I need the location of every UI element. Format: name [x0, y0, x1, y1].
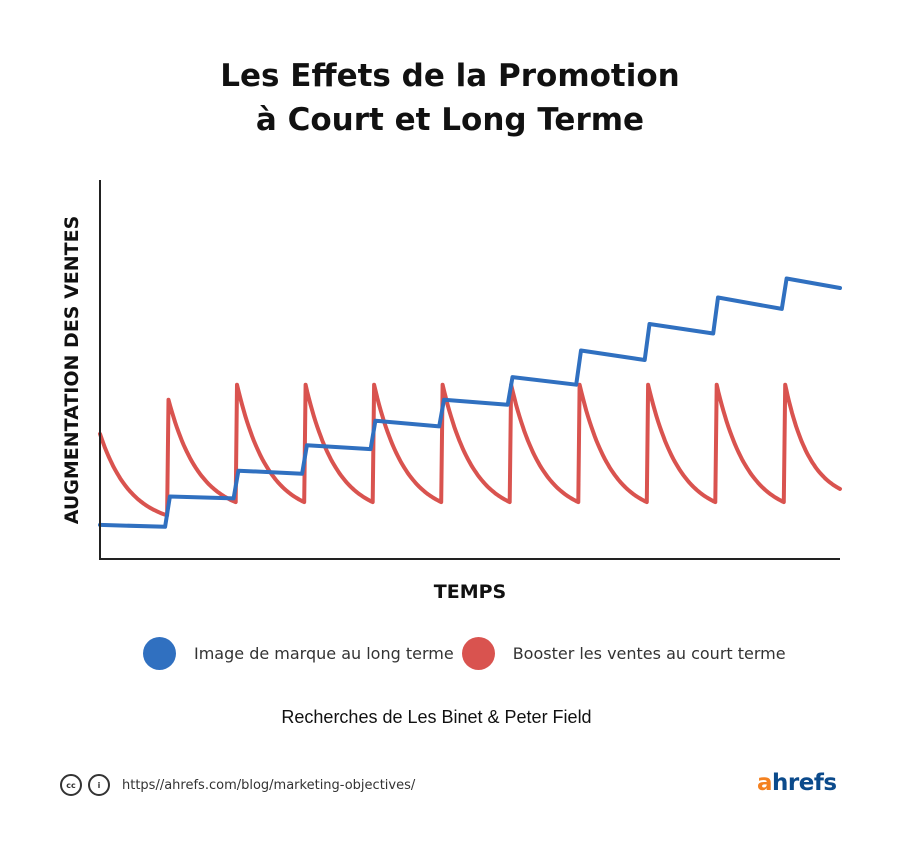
logo-letter-a: a — [757, 770, 773, 796]
plot-area — [98, 276, 842, 529]
legend: Image de marque au long terme Booster le… — [143, 637, 794, 670]
series-line-long-term — [98, 276, 842, 529]
legend-label-short-term: Booster les ventes au court terme — [512, 644, 786, 663]
legend-label-long-term: Image de marque au long terme — [194, 644, 454, 663]
x-axis-label: TEMPS — [434, 581, 506, 603]
source-url[interactable]: https//ahrefs.com/blog/marketing-objecti… — [122, 777, 416, 793]
legend-swatch-short-term — [461, 637, 495, 670]
chart: AUGMENTATION DES VENTES TEMPS — [61, 180, 842, 603]
y-axis-label: AUGMENTATION DES VENTES — [61, 216, 83, 525]
creative-commons-icon: cc — [60, 774, 82, 796]
footer-license: cc i https//ahrefs.com/blog/marketing-ob… — [60, 774, 415, 796]
logo-text: hrefs — [772, 770, 837, 796]
source-credit: Recherches de Les Binet & Peter Field — [281, 707, 592, 727]
chart-title: Les Effets de la Promotion à Court et Lo… — [0, 54, 900, 142]
ahrefs-logo[interactable]: ahrefs — [757, 770, 837, 796]
attribution-icon: i — [88, 774, 110, 796]
chart-title-line-1: Les Effets de la Promotion — [220, 58, 680, 94]
legend-swatch-long-term — [143, 637, 176, 670]
chart-title-line-2: à Court et Long Terme — [255, 102, 645, 138]
